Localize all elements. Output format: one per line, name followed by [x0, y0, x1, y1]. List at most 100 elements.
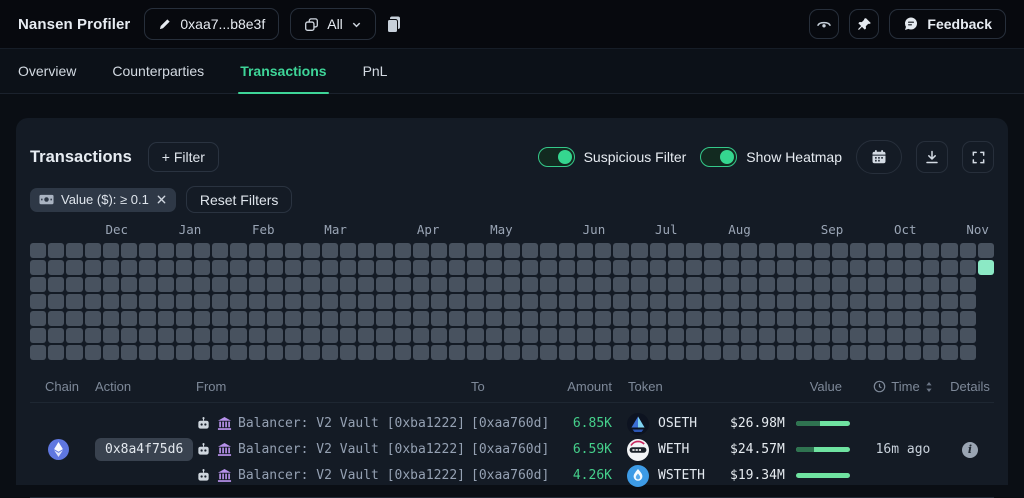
heatmap-cell[interactable] [850, 294, 867, 309]
add-filter-button[interactable]: + Filter [147, 142, 219, 172]
heatmap-cell[interactable] [649, 345, 666, 360]
heatmap-cell[interactable] [467, 328, 484, 343]
heatmap-cell[interactable] [740, 294, 758, 309]
heatmap-cell[interactable] [558, 294, 575, 309]
heatmap-cell[interactable] [868, 277, 885, 292]
header-to[interactable]: To [471, 379, 485, 394]
heatmap-cell[interactable] [102, 345, 120, 360]
heatmap-cell[interactable] [48, 260, 65, 275]
heatmap-cell[interactable] [285, 260, 302, 275]
heatmap-cell[interactable] [595, 294, 612, 309]
heatmap-cell[interactable] [558, 243, 575, 258]
heatmap-cell[interactable] [831, 243, 849, 258]
heatmap-cell[interactable] [84, 243, 101, 258]
heatmap-cell[interactable] [485, 345, 502, 360]
heatmap-cell[interactable] [139, 260, 156, 275]
heatmap-cell[interactable] [358, 277, 375, 292]
heatmap-cell[interactable] [321, 243, 338, 258]
heatmap-cell[interactable] [321, 260, 338, 275]
heatmap-cell[interactable] [230, 294, 247, 309]
heatmap-cell[interactable] [959, 345, 976, 360]
heatmap-cell[interactable] [449, 328, 466, 343]
heatmap-cell[interactable] [886, 260, 903, 275]
heatmap-cell[interactable] [558, 311, 575, 326]
heatmap-cell[interactable] [813, 277, 830, 292]
heatmap-cell[interactable] [686, 243, 703, 258]
heatmap-cell[interactable] [339, 260, 357, 275]
heatmap-cell[interactable] [631, 277, 648, 292]
heatmap-cell[interactable] [430, 328, 448, 343]
heatmap-cell[interactable] [248, 294, 265, 309]
heatmap-cell[interactable] [121, 345, 138, 360]
heatmap-cell[interactable] [358, 294, 375, 309]
heatmap-cell[interactable] [285, 328, 302, 343]
heatmap-cell[interactable] [376, 345, 393, 360]
token-cell[interactable]: WETH [612, 438, 720, 461]
heatmap-cell[interactable] [503, 260, 521, 275]
heatmap-cell[interactable] [850, 328, 867, 343]
heatmap-cell[interactable] [321, 277, 338, 292]
heatmap-cell[interactable] [358, 260, 375, 275]
heatmap-cell[interactable] [175, 277, 193, 292]
heatmap-cell[interactable] [959, 294, 976, 309]
heatmap-cell[interactable] [449, 277, 466, 292]
fullscreen-button[interactable] [962, 141, 994, 173]
heatmap-cell[interactable] [886, 328, 903, 343]
heatmap-cell[interactable] [285, 311, 302, 326]
heatmap-cell[interactable] [759, 260, 776, 275]
heatmap-cell[interactable] [868, 328, 885, 343]
heatmap-cell[interactable] [121, 328, 138, 343]
table-row[interactable]: 0x8a4f75d6 Balancer: V2 Vault [0xba1222]… [30, 402, 994, 498]
heatmap-cell[interactable] [795, 294, 812, 309]
heatmap-cell[interactable] [704, 328, 721, 343]
token-cell[interactable]: OSETH [612, 412, 720, 435]
heatmap-cell[interactable] [266, 243, 284, 258]
heatmap-cell[interactable] [412, 243, 429, 258]
heatmap-cell[interactable] [339, 243, 357, 258]
reset-filters-button[interactable]: Reset Filters [185, 186, 293, 213]
heatmap-cell[interactable] [667, 277, 685, 292]
header-chain[interactable]: Chain [45, 379, 79, 394]
heatmap-cell[interactable] [84, 311, 101, 326]
heatmap-cell[interactable] [631, 311, 648, 326]
heatmap-cell[interactable] [667, 345, 685, 360]
heatmap-cell[interactable] [121, 260, 138, 275]
heatmap-cell[interactable] [795, 345, 812, 360]
heatmap-cell[interactable] [977, 243, 994, 258]
heatmap-cell[interactable] [686, 328, 703, 343]
heatmap-cell[interactable] [102, 277, 120, 292]
heatmap-cell[interactable] [777, 277, 794, 292]
heatmap-cell[interactable] [886, 311, 903, 326]
heatmap-cell[interactable] [886, 243, 903, 258]
heatmap-cell[interactable] [30, 260, 47, 275]
heatmap-cell[interactable] [157, 294, 174, 309]
heatmap-cell[interactable] [48, 243, 65, 258]
heatmap-cell[interactable] [667, 294, 685, 309]
heatmap-cell[interactable] [868, 345, 885, 360]
heatmap-cell[interactable] [84, 328, 101, 343]
heatmap-cell[interactable] [850, 243, 867, 258]
heatmap-cell[interactable] [704, 243, 721, 258]
heatmap-cell[interactable] [886, 345, 903, 360]
heatmap-cell[interactable] [339, 328, 357, 343]
heatmap-cell[interactable] [777, 345, 794, 360]
heatmap-cell[interactable] [595, 277, 612, 292]
heatmap-cell[interactable] [467, 277, 484, 292]
heatmap-cell[interactable] [121, 277, 138, 292]
heatmap-cell[interactable] [30, 243, 47, 258]
heatmap-cell[interactable] [522, 277, 539, 292]
heatmap-cell[interactable] [831, 311, 849, 326]
heatmap-cell[interactable] [631, 328, 648, 343]
from-cell[interactable]: Balancer: V2 Vault [0xba1222] [194, 416, 465, 431]
heatmap-cell[interactable] [30, 294, 47, 309]
heatmap-cell[interactable] [704, 277, 721, 292]
heatmap-cell[interactable] [430, 345, 448, 360]
heatmap-cell[interactable] [613, 260, 630, 275]
heatmap-cell[interactable] [795, 243, 812, 258]
heatmap-cell[interactable] [704, 260, 721, 275]
heatmap-cell[interactable] [30, 311, 47, 326]
heatmap-cell[interactable] [376, 277, 393, 292]
heatmap-cell[interactable] [686, 311, 703, 326]
copy-address-icon[interactable] [386, 16, 401, 33]
heatmap-cell[interactable] [194, 345, 211, 360]
